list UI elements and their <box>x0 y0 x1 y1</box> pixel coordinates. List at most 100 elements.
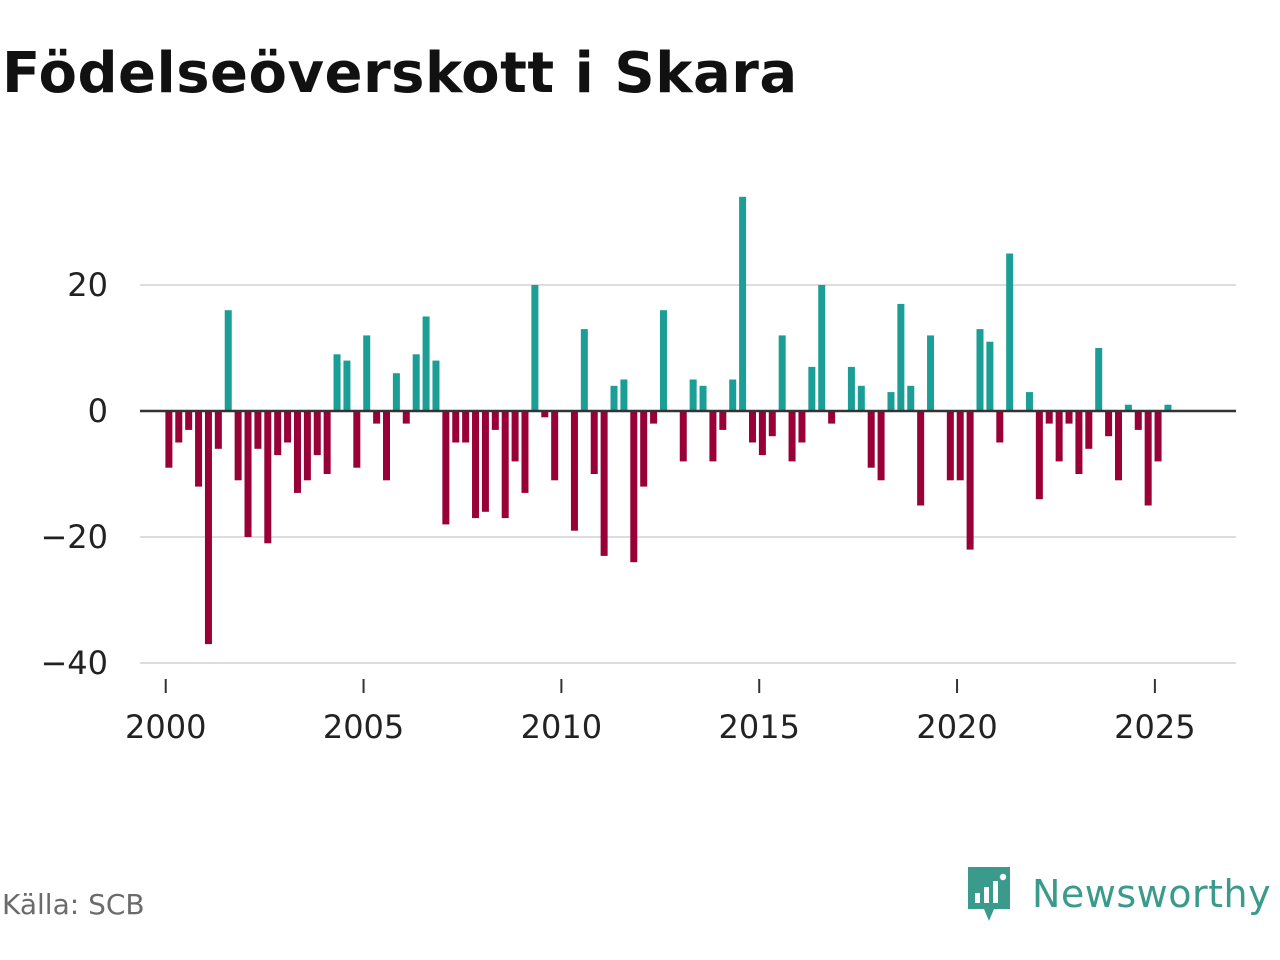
bar-negative <box>640 411 648 487</box>
bar-negative <box>719 411 727 430</box>
bar-negative <box>1154 411 1162 462</box>
bar-negative <box>1075 411 1083 474</box>
bar-negative <box>165 411 173 468</box>
bar-negative <box>284 411 292 443</box>
x-tick-label: 2015 <box>719 708 800 746</box>
bar-positive <box>620 379 628 411</box>
bar-negative <box>373 411 381 424</box>
bar-positive <box>392 373 400 411</box>
bar-positive <box>729 379 737 411</box>
bar-negative <box>1045 411 1053 424</box>
y-tick-label: −40 <box>40 644 108 682</box>
bar-negative <box>452 411 460 443</box>
bar-negative <box>383 411 390 481</box>
bar-negative <box>462 411 470 443</box>
bar-positive <box>1006 253 1014 411</box>
x-tick-label: 2005 <box>323 708 404 746</box>
bar-negative <box>590 411 598 474</box>
bar-negative <box>501 411 509 519</box>
newsworthy-logo-icon <box>968 867 1010 921</box>
bar-negative <box>1134 411 1142 430</box>
bar-negative <box>1055 411 1063 462</box>
bar-negative <box>798 411 806 443</box>
bar-negative <box>353 411 361 468</box>
brand-name: Newsworthy <box>1032 872 1272 916</box>
bar-negative <box>630 411 638 563</box>
bar-negative <box>234 411 242 481</box>
bar-series <box>165 196 1172 645</box>
bar-positive <box>897 303 905 411</box>
x-axis: 2000 2005 2010 2015 2020 2025 <box>125 662 1236 746</box>
bar-negative <box>966 411 974 550</box>
x-tick-label: 2000 <box>125 708 206 746</box>
bar-positive <box>976 329 984 411</box>
chart-title: Födelseöverskott i Skara <box>2 41 798 106</box>
bar-positive <box>927 335 935 411</box>
x-tick-label: 2025 <box>1114 708 1195 746</box>
bar-positive <box>808 366 816 411</box>
bar-positive <box>659 310 667 411</box>
bar-negative <box>204 411 212 645</box>
bar-negative <box>679 411 687 462</box>
bar-negative <box>1105 411 1113 437</box>
bar-positive <box>818 285 826 411</box>
bar-positive <box>343 360 351 411</box>
bar-positive <box>531 285 539 411</box>
bar-negative <box>264 411 272 544</box>
bar-positive <box>739 196 747 411</box>
bar-positive <box>363 335 371 411</box>
bar-negative <box>768 411 776 437</box>
bar-negative <box>1085 411 1093 449</box>
bar-negative <box>491 411 499 430</box>
y-tick-label: −20 <box>40 518 108 556</box>
bar-positive <box>887 392 895 411</box>
x-tick-label: 2010 <box>521 708 602 746</box>
bar-negative <box>1144 411 1152 506</box>
bar-negative <box>323 411 331 474</box>
bar-negative <box>541 411 549 418</box>
bar-positive <box>412 354 420 411</box>
bar-negative <box>877 411 885 481</box>
bar-positive <box>1124 404 1132 411</box>
brand-logo[interactable]: Newsworthy <box>964 862 1271 926</box>
bar-negative <box>442 411 450 525</box>
bar-negative <box>709 411 717 462</box>
bar-negative <box>472 411 480 519</box>
source-note: Källa: SCB <box>2 888 145 921</box>
bar-negative <box>758 411 766 456</box>
bar-positive <box>986 341 994 411</box>
bar-negative <box>788 411 796 462</box>
bar-positive <box>580 329 588 411</box>
y-tick-label: 20 <box>67 266 108 304</box>
bar-negative <box>511 411 519 462</box>
bar-positive <box>778 335 786 411</box>
bar-negative <box>996 411 1004 443</box>
bar-chart: 2000 2005 2010 2015 2020 2025 −40 −20 0 20 <box>40 196 1236 746</box>
bar-negative <box>1065 411 1073 424</box>
bar-positive <box>1025 392 1033 411</box>
y-axis: −40 −20 0 20 <box>40 266 108 682</box>
x-tick-label: 2020 <box>916 708 997 746</box>
bar-negative <box>551 411 559 481</box>
bar-positive <box>610 385 618 411</box>
bar-positive <box>689 379 697 411</box>
bar-negative <box>956 411 964 481</box>
bar-negative <box>244 411 252 537</box>
bar-positive <box>432 360 440 411</box>
bar-positive <box>333 354 341 411</box>
bar-positive <box>1095 348 1103 411</box>
bar-positive <box>224 310 232 411</box>
bar-negative <box>185 411 193 430</box>
bar-negative <box>1114 411 1122 481</box>
bar-negative <box>867 411 875 468</box>
bar-negative <box>195 411 203 487</box>
bar-negative <box>274 411 282 456</box>
bar-negative <box>313 411 321 456</box>
bar-positive <box>847 366 855 411</box>
bar-negative <box>521 411 529 493</box>
bar-negative <box>748 411 756 443</box>
bar-positive <box>857 385 865 411</box>
y-tick-label: 0 <box>88 392 108 430</box>
bar-positive <box>1164 404 1172 411</box>
bar-negative <box>650 411 658 424</box>
